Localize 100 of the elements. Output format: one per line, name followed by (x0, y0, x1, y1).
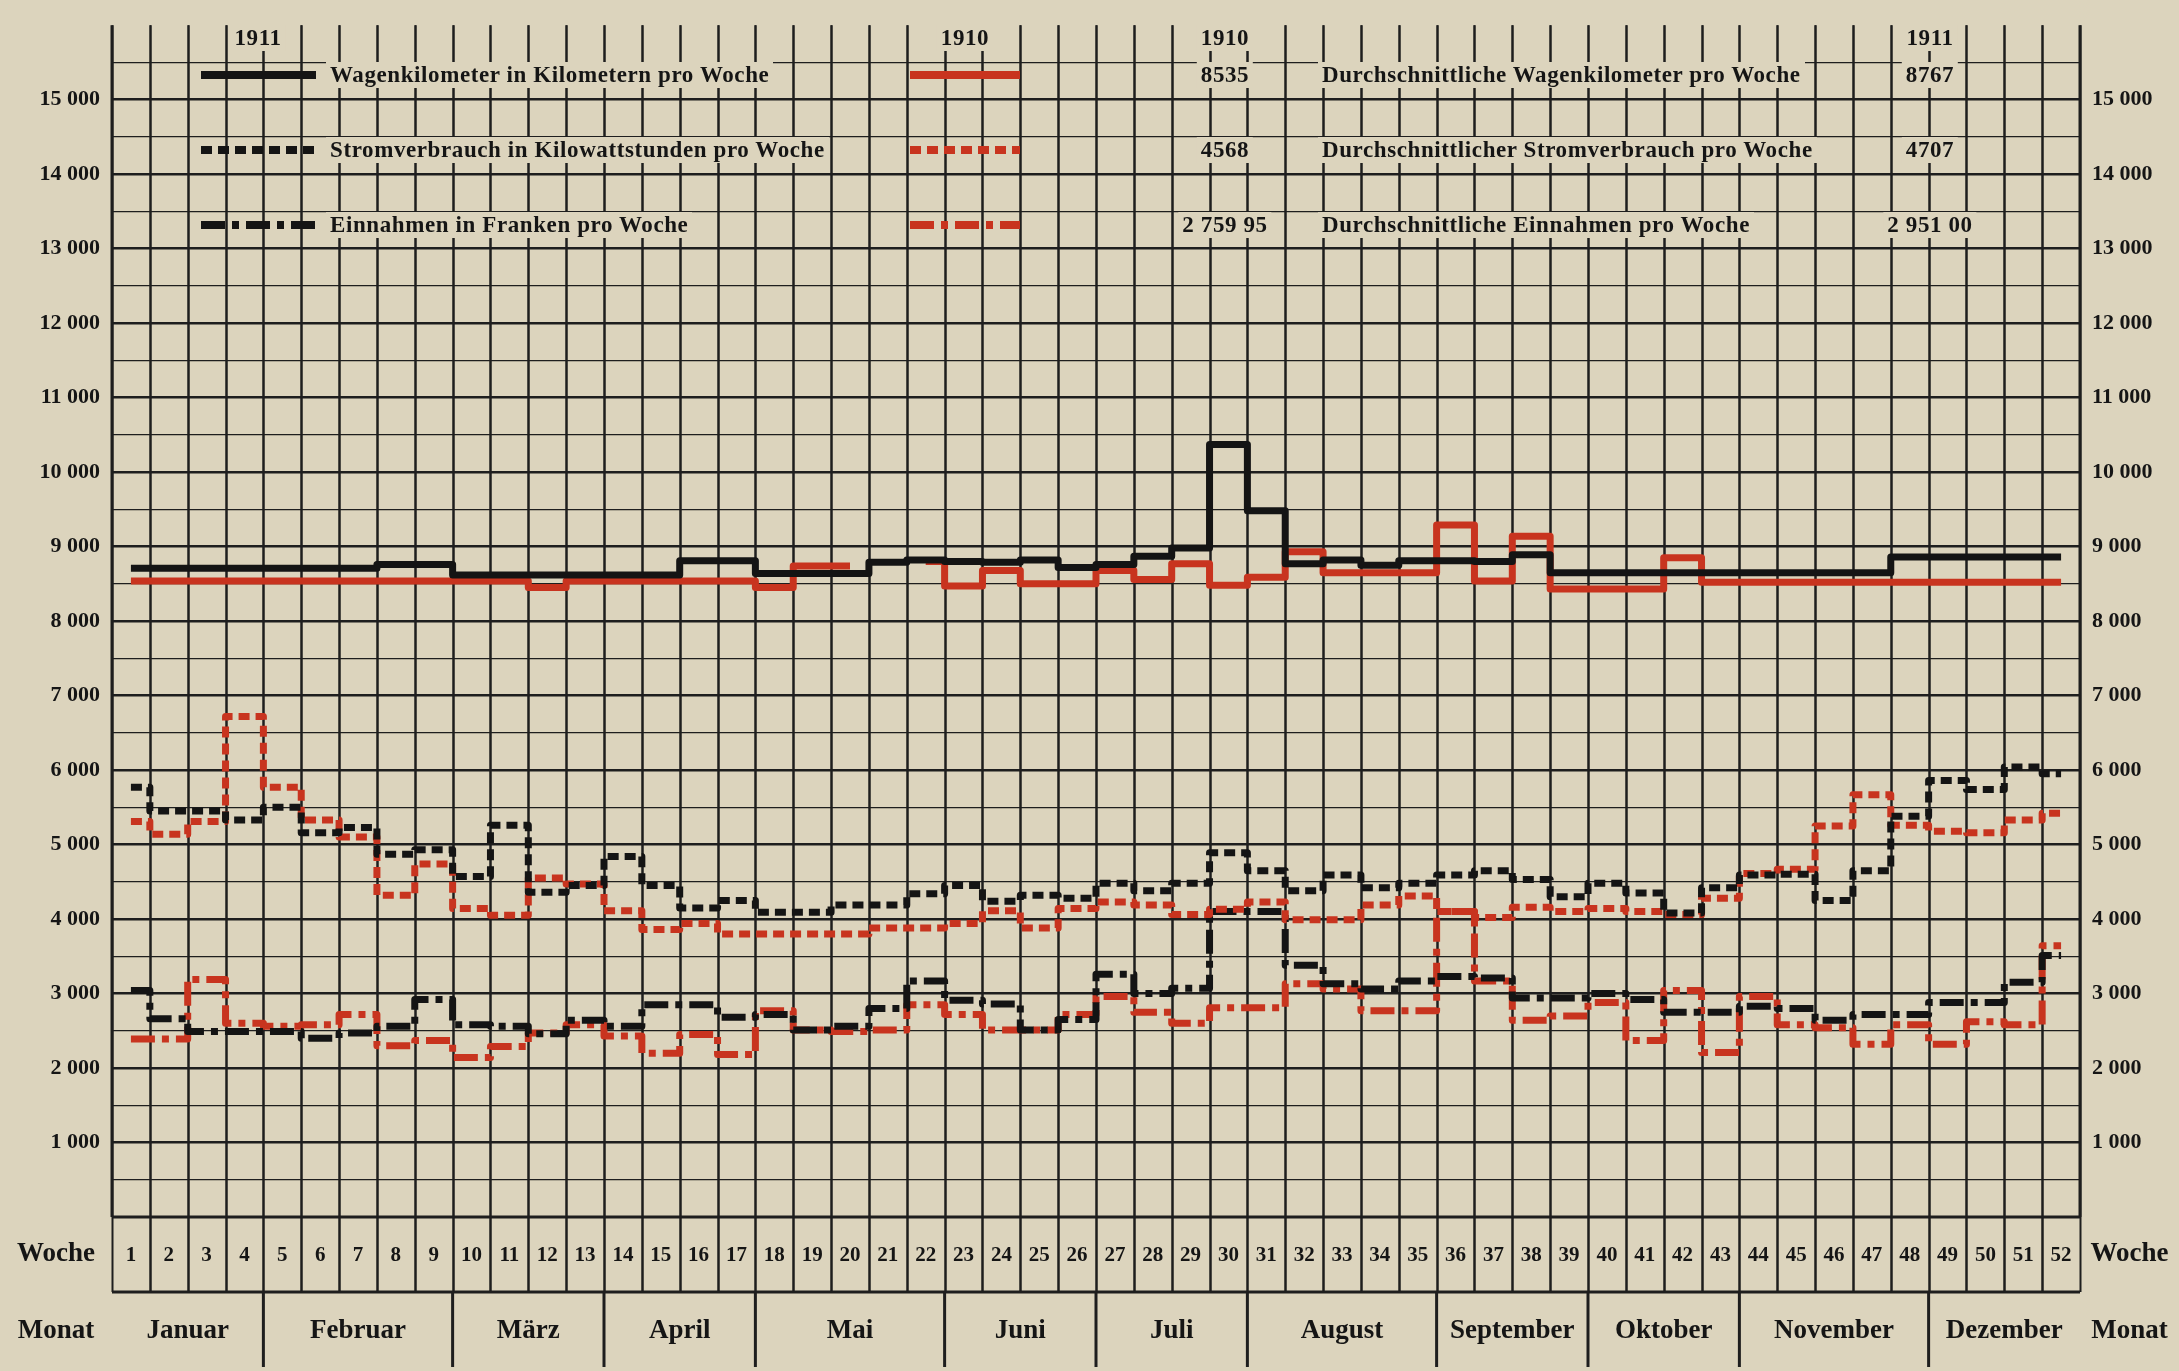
annotation: Durchschnittliche Einnahmen pro Woche (1318, 212, 1754, 238)
y2-tick-label: 12 000 (2092, 308, 2153, 334)
x-tick-label: 27 (1104, 1242, 1126, 1267)
x-tick-label: 39 (1558, 1242, 1580, 1267)
x-tick-label: 14 (612, 1242, 634, 1267)
y2-tick-label: 9 000 (2092, 532, 2142, 558)
x-tick-label: 17 (725, 1242, 747, 1267)
y2-tick-label: 1 000 (2092, 1128, 2142, 1154)
y-tick-label: 7 000 (50, 681, 100, 707)
y2-tick-label: 2 000 (2092, 1053, 2142, 1079)
y2-tick-label: 4 000 (2092, 904, 2142, 930)
legend-label: Wagenkilometer in Kilometern pro Woche (326, 62, 774, 88)
text: Woche (17, 1237, 95, 1268)
annotation: 8767 (1901, 62, 1959, 88)
y-tick-label: 15 000 (39, 85, 100, 111)
y2-tick-label: 13 000 (2092, 234, 2153, 260)
x-tick-label: 1 (125, 1242, 137, 1267)
text: Juni (994, 1314, 1047, 1345)
annotation: 8535 (1196, 62, 1254, 88)
text: April (648, 1314, 711, 1345)
y-tick-label: 14 000 (39, 159, 100, 185)
text: Monat (2091, 1314, 2168, 1345)
annotation: 4707 (1901, 137, 1959, 163)
x-tick-label: 22 (915, 1242, 937, 1267)
x-tick-label: 43 (1709, 1242, 1731, 1267)
x-tick-label: 5 (277, 1242, 288, 1267)
x-tick-label: 31 (1255, 1242, 1277, 1267)
y-tick-label: 9 000 (50, 532, 100, 558)
y-tick-label: 1 000 (50, 1128, 100, 1154)
x-tick-label: 46 (1823, 1242, 1845, 1267)
x-tick-label: 42 (1672, 1242, 1694, 1267)
y2-tick-label: 6 000 (2092, 755, 2142, 781)
text: Monat (17, 1314, 95, 1345)
x-tick-label: 45 (1785, 1242, 1807, 1267)
x-tick-label: 8 (390, 1242, 402, 1267)
x-tick-label: 23 (953, 1242, 975, 1267)
x-tick-label: 50 (1974, 1242, 1996, 1267)
y-tick-label: 3 000 (50, 979, 100, 1005)
x-tick-label: 9 (428, 1242, 439, 1267)
y2-tick-label: 10 000 (2092, 457, 2153, 483)
legend-label: Stromverbrauch in Kilowattstunden pro Woche (326, 137, 829, 163)
text: März (496, 1314, 560, 1345)
x-tick-label: 28 (1142, 1242, 1164, 1267)
x-tick-label: 25 (1028, 1242, 1050, 1267)
x-tick-label: 29 (1180, 1242, 1202, 1267)
y-tick-label: 4 000 (50, 904, 100, 930)
x-tick-label: 52 (2050, 1242, 2072, 1267)
y-tick-label: 11 000 (40, 383, 100, 409)
x-tick-label: 33 (1331, 1242, 1353, 1267)
text: Februar (310, 1314, 406, 1345)
legend-label: Einnahmen in Franken pro Woche (326, 212, 693, 238)
text: November (1774, 1314, 1894, 1345)
y-tick-label: 13 000 (39, 234, 100, 260)
annotation: 2 951 00 (1883, 212, 1977, 238)
y2-tick-label: 7 000 (2092, 681, 2142, 707)
y-tick-label: 10 000 (39, 457, 100, 483)
y-tick-label: 8 000 (50, 606, 100, 632)
x-tick-label: 34 (1369, 1242, 1391, 1267)
y2-tick-label: 15 000 (2092, 85, 2153, 111)
x-tick-label: 10 (461, 1242, 483, 1267)
x-tick-label: 19 (801, 1242, 823, 1267)
annotation: Durchschnittlicher Stromverbrauch pro Woche (1318, 137, 1817, 163)
text: Januar (146, 1314, 229, 1345)
y2-tick-label: 8 000 (2092, 606, 2142, 632)
y-tick-label: 2 000 (50, 1053, 100, 1079)
text: Juli (1149, 1314, 1194, 1345)
annotation: 4568 (1196, 137, 1254, 163)
annotation: 2 759 95 (1178, 212, 1272, 238)
y2-tick-label: 5 000 (2092, 830, 2142, 856)
text: Oktober (1614, 1314, 1713, 1345)
x-tick-label: 16 (688, 1242, 710, 1267)
x-tick-label: 41 (1634, 1242, 1656, 1267)
text: Dezember (1945, 1314, 2063, 1345)
x-tick-label: 47 (1861, 1242, 1883, 1267)
annotation: Durchschnittliche Wagenkilometer pro Woche (1318, 62, 1805, 88)
x-tick-label: 36 (1445, 1242, 1467, 1267)
x-tick-label: 38 (1520, 1242, 1542, 1267)
x-tick-label: 32 (1293, 1242, 1315, 1267)
x-tick-label: 35 (1407, 1242, 1429, 1267)
annotation: 1911 (1902, 25, 1958, 51)
x-tick-label: 48 (1899, 1242, 1921, 1267)
text: August (1300, 1314, 1384, 1345)
x-tick-label: 26 (1066, 1242, 1088, 1267)
x-tick-label: 30 (1217, 1242, 1239, 1267)
x-tick-label: 7 (352, 1242, 364, 1267)
annotation: 1911 (230, 25, 286, 51)
x-axis-title: Woche (2090, 1237, 2169, 1268)
x-tick-label: 2 (163, 1242, 175, 1267)
x-tick-label: 40 (1596, 1242, 1618, 1267)
y-tick-label: 6 000 (50, 755, 100, 781)
y2-tick-label: 14 000 (2092, 159, 2153, 185)
x-tick-label: 15 (650, 1242, 672, 1267)
x-tick-label: 11 (499, 1242, 520, 1267)
x-tick-label: 44 (1747, 1242, 1770, 1267)
annotation: 1910 (1196, 25, 1254, 51)
x-tick-label: 49 (1937, 1242, 1959, 1267)
y2-tick-label: 11 000 (2092, 383, 2152, 409)
y-tick-label: 5 000 (50, 830, 100, 856)
y-tick-label: 12 000 (39, 308, 100, 334)
x-tick-label: 24 (990, 1242, 1013, 1267)
